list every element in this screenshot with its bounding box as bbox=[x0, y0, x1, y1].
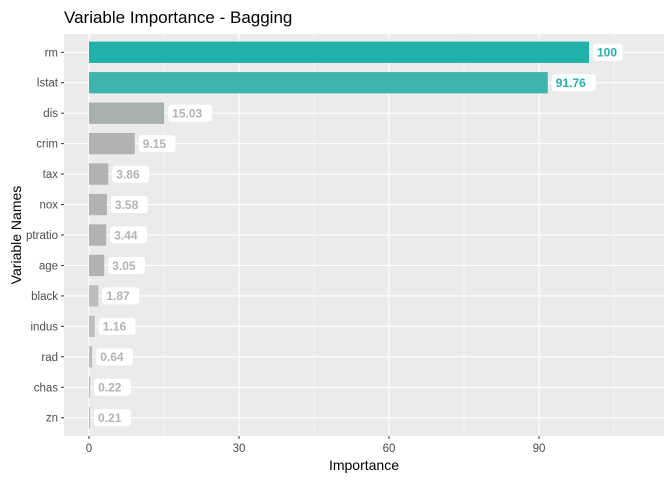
data-label-box bbox=[102, 287, 140, 305]
data-label-box bbox=[94, 409, 131, 427]
data-label-rm: 100 bbox=[597, 46, 617, 60]
data-label-crim: 9.15 bbox=[143, 137, 167, 151]
data-label-box bbox=[96, 348, 133, 366]
y-tick-label-tax: tax bbox=[43, 169, 59, 181]
y-axis-ticks: rm lstat dis crim tax nox ptratio age black indus… bbox=[26, 47, 64, 425]
y-tick-label-chas: chas bbox=[34, 382, 59, 394]
data-label-box bbox=[110, 226, 147, 244]
data-label-chas: 0.22 bbox=[98, 381, 122, 395]
x-tick-label-60: 60 bbox=[383, 443, 396, 455]
x-axis-ticks: 0 30 60 90 bbox=[86, 436, 546, 455]
y-tick-label-zn: zn bbox=[46, 413, 58, 425]
y-tick-label-ptratio: ptratio bbox=[26, 230, 58, 242]
bar-dis bbox=[89, 102, 165, 124]
data-label-rad: 0.64 bbox=[100, 350, 124, 364]
bar-crim bbox=[89, 132, 135, 155]
bar-indus bbox=[89, 315, 95, 338]
y-axis-label: Variable Names bbox=[8, 186, 24, 285]
y-tick-label-lstat: lstat bbox=[37, 78, 59, 90]
data-label-black: 1.87 bbox=[106, 289, 130, 303]
bar-chas bbox=[89, 376, 91, 398]
bar-rm bbox=[89, 41, 589, 63]
data-label-indus: 1.16 bbox=[103, 320, 127, 334]
y-tick-label-nox: nox bbox=[39, 200, 58, 212]
y-tick-label-dis: dis bbox=[43, 108, 58, 120]
bar-lstat bbox=[89, 72, 548, 94]
y-tick-label-rad: rad bbox=[41, 352, 58, 364]
y-tick-label-age: age bbox=[39, 260, 58, 272]
data-label-box bbox=[110, 196, 148, 214]
data-label-box bbox=[98, 317, 136, 335]
x-axis-label: Importance bbox=[329, 457, 399, 473]
bar-ptratio bbox=[89, 224, 107, 246]
data-labels: 100 91.76 15.03 9.15 3.86 3.58 3.44 3.05 1.87 1.1… bbox=[94, 43, 623, 427]
data-label-box bbox=[593, 43, 623, 61]
bar-rad bbox=[89, 346, 93, 368]
chart-title: Variable Importance - Bagging bbox=[64, 8, 292, 27]
y-tick-label-indus: indus bbox=[31, 321, 59, 333]
data-label-box bbox=[112, 165, 150, 183]
bar-nox bbox=[89, 193, 107, 216]
y-tick-label-rm: rm bbox=[45, 47, 58, 59]
x-tick-label-90: 90 bbox=[533, 443, 546, 455]
y-tick-label-crim: crim bbox=[36, 139, 58, 151]
data-label-box bbox=[138, 135, 176, 153]
x-tick-label-0: 0 bbox=[86, 443, 92, 455]
data-label-tax: 3.86 bbox=[116, 167, 140, 181]
bar-black bbox=[89, 285, 99, 307]
data-label-ptratio: 3.44 bbox=[114, 228, 138, 242]
data-label-dis: 15.03 bbox=[172, 106, 202, 120]
data-label-box bbox=[108, 256, 146, 274]
bar-age bbox=[89, 254, 105, 277]
y-tick-label-black: black bbox=[31, 291, 58, 303]
x-tick-label-30: 30 bbox=[233, 443, 246, 455]
data-label-box bbox=[168, 104, 213, 122]
data-label-zn: 0.21 bbox=[98, 411, 122, 425]
data-label-box bbox=[551, 74, 596, 92]
bar-tax bbox=[89, 163, 109, 185]
data-label-box bbox=[94, 378, 131, 396]
bars bbox=[89, 41, 589, 429]
data-label-nox: 3.58 bbox=[115, 198, 139, 212]
data-label-age: 3.05 bbox=[112, 259, 136, 273]
data-label-lstat: 91.76 bbox=[556, 76, 586, 90]
bar-zn bbox=[89, 407, 91, 429]
